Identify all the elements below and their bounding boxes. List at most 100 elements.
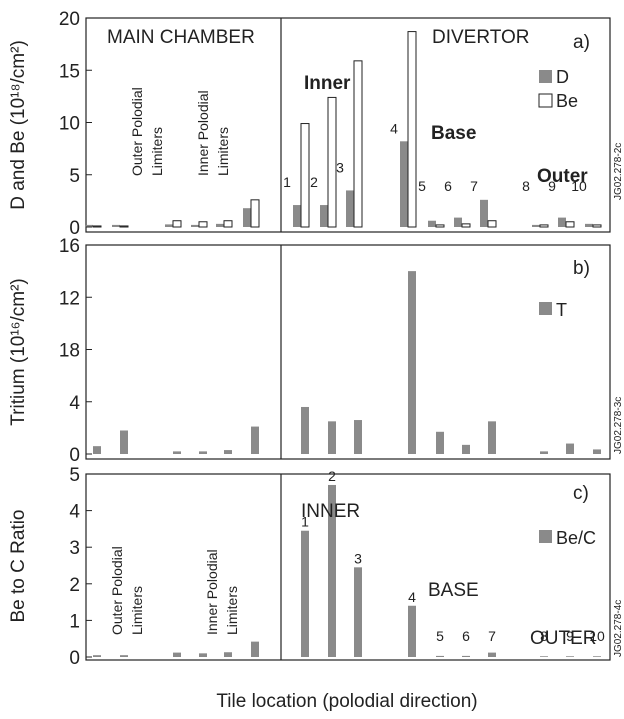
bar-0-D-11 bbox=[454, 217, 462, 227]
bar-0-Be-6 bbox=[300, 123, 310, 228]
bar-0-Be-3 bbox=[198, 221, 208, 228]
outer-label-c: OUTER bbox=[530, 628, 597, 649]
legend-swatch-be bbox=[538, 93, 553, 108]
bar-0-Be-8 bbox=[353, 60, 363, 228]
outer-limiters-line1-a: Outer Polodial bbox=[129, 87, 145, 176]
inner-limiters-line1-c: Inner Polodial bbox=[204, 549, 220, 635]
legend-label-d: D bbox=[556, 67, 569, 87]
outer-limiters-line1-c: Outer Polodial bbox=[109, 546, 125, 635]
ytick-label-2-2: 2 bbox=[69, 575, 80, 596]
ytick-label-1-3: 12 bbox=[59, 288, 80, 309]
bar-0-Be-9 bbox=[407, 31, 417, 228]
bar-0-D-9 bbox=[400, 141, 408, 227]
bar-2-BeC-13 bbox=[540, 656, 548, 657]
bar-1-T-9 bbox=[408, 271, 416, 454]
bar-2-BeC-15 bbox=[593, 656, 601, 657]
ytick-label-2-5: 5 bbox=[69, 465, 80, 486]
ylabel-c: Be to C Ratio bbox=[8, 510, 29, 623]
tile-number-2-8: 8 bbox=[540, 628, 548, 644]
id-tag-a: JG02.278-2c bbox=[613, 143, 624, 200]
bar-0-D-2 bbox=[165, 224, 173, 227]
bar-0-D-15 bbox=[585, 223, 593, 227]
bar-2-BeC-3 bbox=[199, 653, 207, 657]
tile-number-0-1: 1 bbox=[283, 174, 291, 190]
tile-number-0-8: 8 bbox=[522, 178, 530, 194]
bar-0-D-6 bbox=[293, 205, 301, 227]
bar-2-BeC-2 bbox=[173, 652, 181, 657]
ytick-label-0-4: 20 bbox=[59, 9, 80, 30]
panel-a-frame bbox=[85, 17, 611, 233]
bar-0-D-4 bbox=[216, 223, 224, 227]
ytick-label-2-3: 3 bbox=[69, 538, 80, 559]
bar-0-Be-11 bbox=[461, 223, 471, 228]
legend-label-t: T bbox=[556, 300, 567, 320]
bar-1-T-1 bbox=[120, 430, 128, 454]
bar-0-Be-12 bbox=[487, 220, 497, 228]
legend-swatch-d bbox=[539, 70, 552, 83]
main-chamber-label: MAIN CHAMBER bbox=[107, 27, 255, 48]
bar-1-T-5 bbox=[251, 426, 259, 454]
outer-label: Outer bbox=[537, 166, 588, 187]
bar-0-Be-1 bbox=[119, 225, 129, 228]
bar-1-T-12 bbox=[488, 421, 496, 454]
bar-1-T-13 bbox=[540, 451, 548, 454]
tile-number-0-2: 2 bbox=[310, 174, 318, 190]
bar-1-T-10 bbox=[436, 431, 444, 454]
bar-0-D-12 bbox=[480, 199, 488, 227]
bar-2-BeC-1 bbox=[120, 655, 128, 657]
bar-1-T-11 bbox=[462, 444, 470, 454]
panel-b-frame bbox=[85, 244, 611, 460]
bar-0-Be-2 bbox=[172, 220, 182, 228]
ytick-label-0-3: 15 bbox=[59, 61, 80, 82]
bar-0-Be-0 bbox=[92, 225, 102, 228]
inner-limiters-line2-a: Limiters bbox=[215, 127, 231, 176]
bar-0-D-0 bbox=[85, 224, 93, 227]
outer-limiters-label-a: Outer Polodial Limiters bbox=[129, 83, 165, 176]
bar-0-Be-10 bbox=[435, 224, 445, 228]
bar-2-BeC-8 bbox=[354, 567, 362, 657]
bar-2-BeC-10 bbox=[436, 655, 444, 657]
tile-number-0-5: 5 bbox=[418, 178, 426, 194]
bar-0-Be-5 bbox=[250, 199, 260, 228]
bar-1-T-6 bbox=[301, 406, 309, 454]
inner-limiters-line1-a: Inner Polodial bbox=[195, 90, 211, 176]
bar-0-D-1 bbox=[112, 224, 120, 227]
bar-0-Be-14 bbox=[565, 221, 575, 228]
tile-number-2-6: 6 bbox=[462, 628, 470, 644]
tile-number-0-6: 6 bbox=[444, 178, 452, 194]
bar-2-BeC-0 bbox=[93, 655, 101, 657]
x-axis-label: Tile location (polodial direction) bbox=[216, 691, 477, 712]
ytick-label-1-2: 18 bbox=[59, 341, 80, 362]
ytick-label-0-1: 5 bbox=[69, 166, 80, 187]
bar-0-D-8 bbox=[346, 190, 354, 227]
bar-2-BeC-11 bbox=[462, 655, 470, 657]
ytick-label-1-4: 16 bbox=[59, 236, 80, 257]
bar-0-D-5 bbox=[243, 208, 251, 227]
base-label-c: BASE bbox=[428, 580, 479, 601]
panel-c-frame bbox=[85, 473, 611, 661]
ytick-label-2-0: 0 bbox=[69, 648, 80, 669]
tile-number-0-4: 4 bbox=[390, 120, 398, 136]
bar-2-BeC-14 bbox=[566, 656, 574, 657]
outer-limiters-line2-c: Limiters bbox=[129, 586, 145, 635]
bar-0-Be-15 bbox=[592, 224, 602, 228]
bar-0-D-10 bbox=[428, 220, 436, 227]
bar-1-T-4 bbox=[224, 450, 232, 454]
bar-2-BeC-5 bbox=[251, 641, 259, 657]
bar-1-T-15 bbox=[593, 449, 601, 454]
ytick-label-2-4: 4 bbox=[69, 502, 80, 523]
bars-layer: 1 2 3 4 5 6 7 8 9 10 1 2 3 4 5 6 7 8 9 10 bbox=[85, 31, 605, 657]
outer-limiters-label-c: Outer Polodial Limiters bbox=[109, 542, 145, 635]
bar-0-D-3 bbox=[191, 224, 199, 227]
bar-1-T-14 bbox=[566, 443, 574, 454]
bar-0-Be-4 bbox=[223, 220, 233, 228]
tile-number-2-9: 9 bbox=[566, 628, 574, 644]
bar-1-T-3 bbox=[199, 451, 207, 454]
bar-0-D-14 bbox=[558, 217, 566, 227]
tile-number-2-7: 7 bbox=[488, 628, 496, 644]
legend-label-bec: Be/C bbox=[556, 528, 596, 548]
tile-number-2-4: 4 bbox=[408, 589, 416, 605]
panel-label-b: b) bbox=[573, 258, 590, 279]
